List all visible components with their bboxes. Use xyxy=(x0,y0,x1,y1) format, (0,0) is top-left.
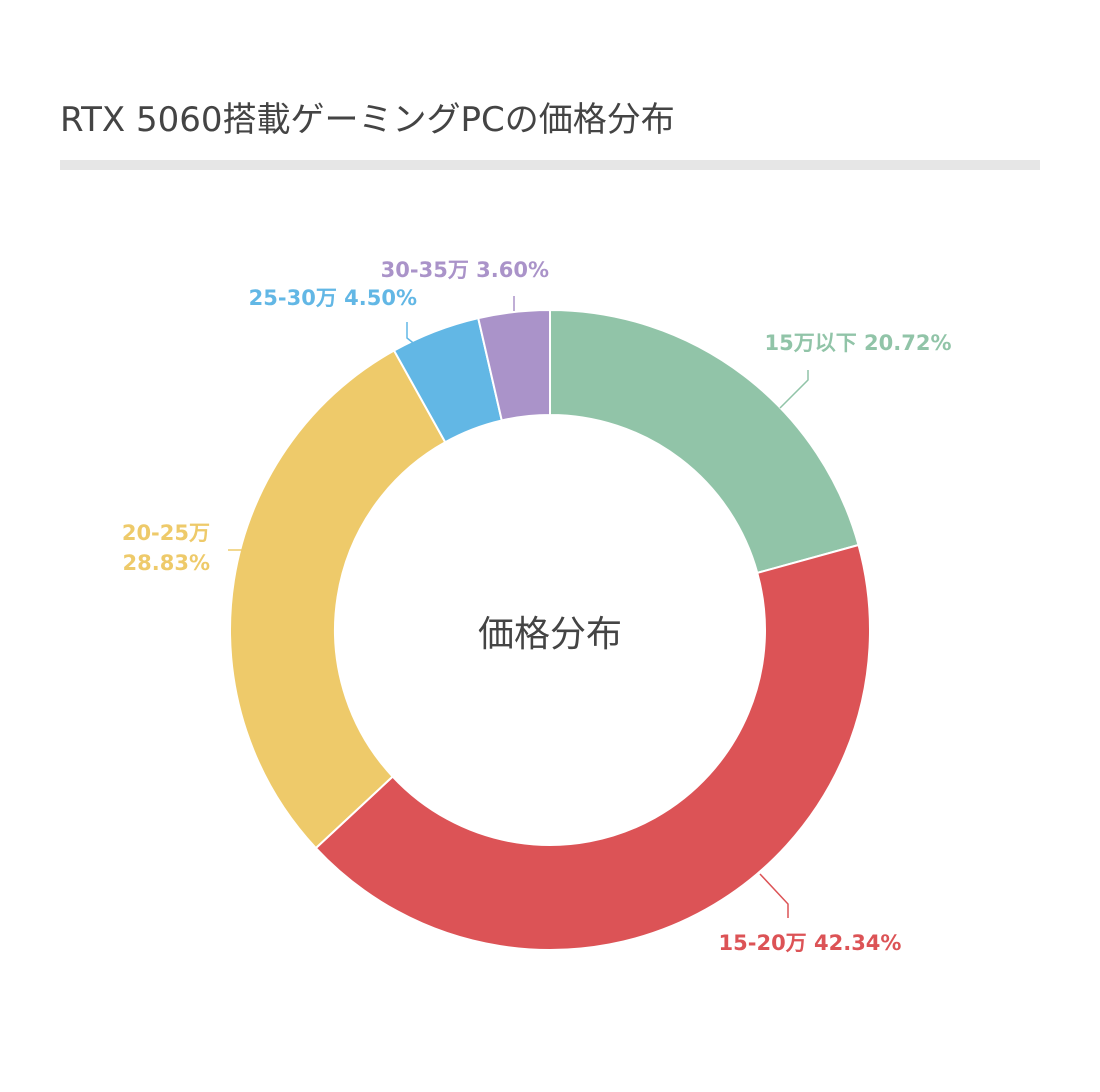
leader-line-4 xyxy=(406,322,418,347)
donut-slice-2 xyxy=(314,543,871,951)
center-label: 価格分布 xyxy=(478,614,622,655)
chart-title: RTX 5060搭載ゲーミングPCの価格分布 xyxy=(60,100,675,140)
slice-label-3: 20-25万 28.83% xyxy=(122,521,210,575)
leader-line-1 xyxy=(779,370,809,409)
slice-labels: 15万以下 20.72% 15-20万 42.34% 20-25万 28.83% 25-… xyxy=(122,258,952,955)
slice-label-2: 15-20万 42.34% xyxy=(719,931,902,955)
slice-label-4: 25-30万 4.50% xyxy=(249,286,417,310)
title-divider xyxy=(60,160,1040,170)
donut-slice-3 xyxy=(229,349,447,850)
leader-lines xyxy=(228,296,809,918)
leader-line-2 xyxy=(759,873,789,918)
donut-slice-1 xyxy=(549,308,860,575)
slice-label-1: 15万以下 20.72% xyxy=(764,331,951,355)
donut-slice-5 xyxy=(477,308,551,422)
slice-label-5: 30-35万 3.60% xyxy=(381,258,549,282)
donut-slices xyxy=(229,308,871,951)
